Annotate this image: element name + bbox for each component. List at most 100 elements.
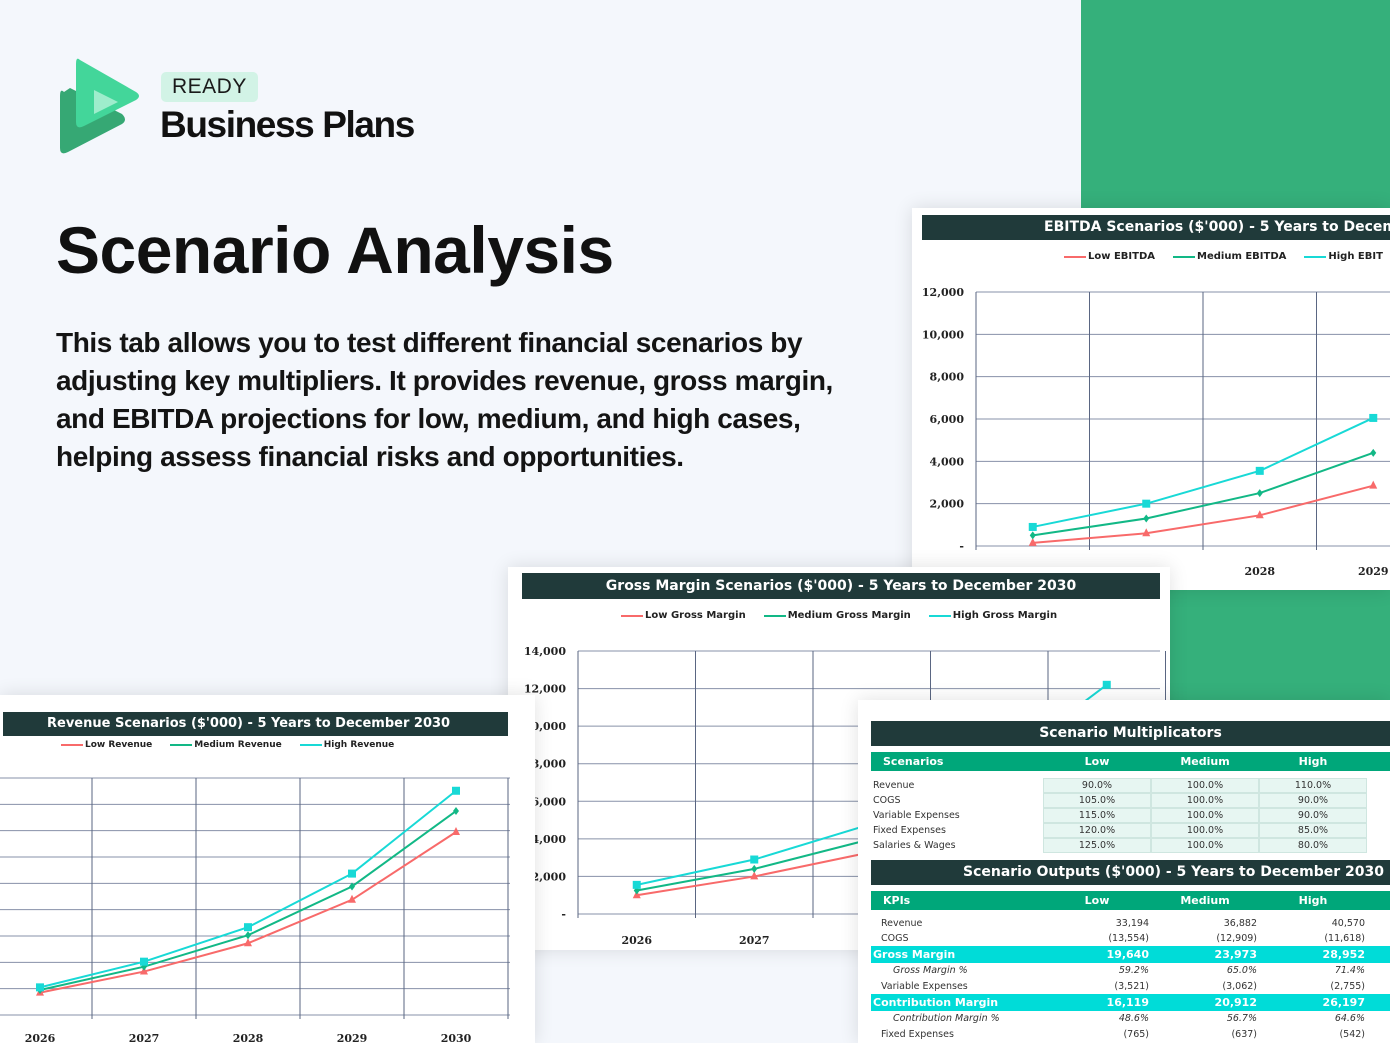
medium-multiplier-input[interactable]: 100.0% <box>1151 838 1259 853</box>
low-multiplier-input[interactable]: 125.0% <box>1043 838 1151 853</box>
low-multiplier-input[interactable]: 120.0% <box>1043 823 1151 838</box>
data-point-diamond <box>245 931 251 940</box>
x-tick-label: 2027 <box>739 934 770 947</box>
legend-item-high: High EBIT <box>1304 251 1383 262</box>
y-tick-label: 10,000 <box>922 328 964 341</box>
row-label: Revenue <box>873 780 915 791</box>
data-point-square <box>140 957 148 966</box>
column-header: Scenarios <box>883 755 944 768</box>
high-multiplier-input[interactable]: 80.0% <box>1259 838 1367 853</box>
high-value: (2,755) <box>1330 981 1365 992</box>
low-value: (3,521) <box>1114 981 1149 992</box>
chart-title: Gross Margin Scenarios ($'000) - 5 Years… <box>522 573 1160 599</box>
row-label: COGS <box>873 795 901 806</box>
output-row: Contribution Margin % 48.6% 56.7% 64.6% <box>871 1011 1390 1026</box>
data-point-triangle <box>1369 480 1378 489</box>
row-label: Gross Margin % <box>893 965 968 976</box>
brand-logo-icon <box>56 52 146 163</box>
data-point-diamond <box>1370 448 1377 457</box>
page-description: This tab allows you to test different fi… <box>56 327 833 472</box>
medium-value: 23,973 <box>1214 948 1257 961</box>
y-tick-label: 8,000 <box>930 371 965 384</box>
high-value: 64.6% <box>1334 1013 1365 1024</box>
legend-marker-square-icon <box>1304 255 1327 258</box>
y-tick-label: 2,000 <box>532 870 567 883</box>
chart-legend: Low Gross Margin Medium Gross Margin Hig… <box>621 610 1057 621</box>
row-label: Fixed Expenses <box>873 825 946 836</box>
legend-item-medium: Medium EBITDA <box>1173 251 1286 262</box>
multipliers-header-row: Scenarios Low Medium High <box>871 752 1390 771</box>
high-multiplier-input[interactable]: 90.0% <box>1259 808 1367 823</box>
high-value: (11,618) <box>1324 933 1365 944</box>
data-point-triangle <box>1028 537 1037 546</box>
output-row: Variable Expenses (3,521) (3,062) (2,755… <box>871 979 1390 994</box>
medium-value: 56.7% <box>1226 1013 1257 1024</box>
brand-name: Business Plans <box>160 104 415 145</box>
medium-multiplier-input[interactable]: 100.0% <box>1151 823 1259 838</box>
low-multiplier-input[interactable]: 90.0% <box>1043 778 1151 793</box>
legend-label: Medium EBITDA <box>1197 251 1287 262</box>
row-label: Variable Expenses <box>881 981 968 992</box>
medium-multiplier-input[interactable]: 100.0% <box>1151 808 1259 823</box>
legend-item-high: High Revenue <box>299 740 394 750</box>
data-point-diamond <box>1029 531 1036 540</box>
x-tick-label: 2029 <box>1358 565 1389 578</box>
multipliers-title: Scenario Multiplicators <box>871 721 1390 746</box>
low-value: (13,554) <box>1108 933 1149 944</box>
data-point-triangle <box>244 938 252 947</box>
row-label: COGS <box>881 933 909 944</box>
low-multiplier-input[interactable]: 105.0% <box>1043 793 1151 808</box>
medium-multiplier-input[interactable]: 100.0% <box>1151 793 1259 808</box>
medium-multiplier-input[interactable]: 100.0% <box>1151 778 1259 793</box>
y-tick-label: 2,000 <box>930 498 965 511</box>
data-point-diamond <box>1256 489 1263 498</box>
legend-item-medium: Medium Revenue <box>170 740 282 750</box>
legend-marker-diamond-icon <box>170 744 193 746</box>
legend-marker-diamond-icon <box>763 614 786 617</box>
data-point-diamond <box>751 864 758 873</box>
revenue-chart-panel: Revenue Scenarios ($'000) - 5 Years to D… <box>0 695 535 1043</box>
multiplier-row: Fixed Expenses 120.0% 100.0% 85.0% <box>871 823 1390 838</box>
legend-item-high: High Gross Margin <box>928 610 1057 621</box>
output-row: COGS (13,554) (12,909) (11,618) <box>871 931 1390 946</box>
low-multiplier-input[interactable]: 115.0% <box>1043 808 1151 823</box>
data-point-square <box>1255 466 1264 475</box>
high-multiplier-input[interactable]: 90.0% <box>1259 793 1367 808</box>
legend-label: Low Gross Margin <box>645 610 746 621</box>
row-label: Contribution Margin <box>873 996 999 1009</box>
chart-legend: Low Revenue Medium Revenue High Revenue <box>61 740 394 750</box>
data-point-square <box>750 855 759 864</box>
x-tick-label: 2028 <box>233 1032 264 1043</box>
series-line-square <box>39 789 457 989</box>
output-row: Gross Margin % 59.2% 65.0% 71.4% <box>871 963 1390 978</box>
legend-item-low: Low EBITDA <box>1064 251 1155 262</box>
low-value: 16,119 <box>1106 996 1149 1009</box>
legend-marker-triangle-icon <box>61 744 83 746</box>
legend-label: Low EBITDA <box>1088 251 1155 262</box>
column-header: KPIs <box>883 894 911 907</box>
ready-badge: READY <box>161 72 258 102</box>
medium-value: 65.0% <box>1226 965 1257 976</box>
high-value: (542) <box>1339 1029 1365 1040</box>
low-value: 48.6% <box>1118 1013 1149 1024</box>
legend-item-low: Low Gross Margin <box>621 610 746 621</box>
medium-value: (637) <box>1231 1029 1257 1040</box>
high-multiplier-input[interactable]: 85.0% <box>1259 823 1367 838</box>
chart-title: EBITDA Scenarios ($'000) - 5 Years to De… <box>922 215 1390 240</box>
legend-label: Medium Gross Margin <box>787 610 911 621</box>
chart-title: Revenue Scenarios ($'000) - 5 Years to D… <box>3 712 508 736</box>
output-row: Gross Margin 19,640 23,973 28,952 <box>871 946 1390 963</box>
legend-label: Low Revenue <box>85 740 153 750</box>
x-tick-label: 2030 <box>441 1032 472 1043</box>
low-value: 33,194 <box>1115 918 1149 929</box>
high-multiplier-input[interactable]: 110.0% <box>1259 778 1367 793</box>
data-point-square <box>1369 413 1378 422</box>
y-tick-label: 4,000 <box>532 833 567 846</box>
y-tick-label: 6,000 <box>930 413 965 426</box>
data-point-square <box>1102 680 1111 689</box>
low-value: 59.2% <box>1118 965 1149 976</box>
data-point-square <box>36 983 44 992</box>
high-value: 71.4% <box>1334 965 1365 976</box>
y-tick-label: - <box>561 908 566 921</box>
data-point-square <box>1028 522 1037 531</box>
